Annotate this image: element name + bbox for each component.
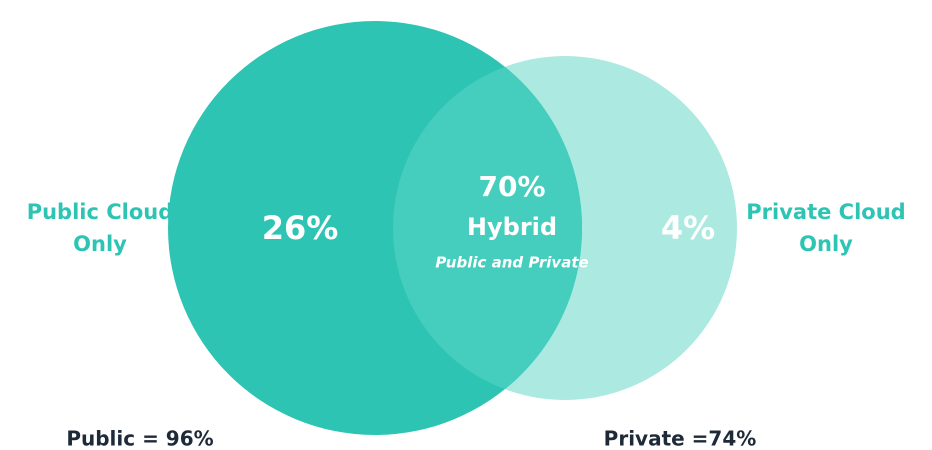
value-label: 70%	[478, 170, 545, 203]
set-label: Private Cloud	[746, 200, 905, 224]
value-label: 4%	[661, 209, 715, 247]
value-label: 26%	[262, 209, 339, 247]
set-label: Only	[73, 232, 127, 256]
overlap-label: Hybrid	[467, 213, 557, 241]
venn-shapes	[168, 21, 737, 435]
hybrid-region	[393, 66, 582, 390]
total-label: Public = 96%	[66, 427, 213, 450]
overlap-sublabel: Public and Private	[435, 254, 588, 272]
set-label: Public Cloud	[27, 200, 174, 224]
set-label: Only	[799, 232, 853, 256]
total-label: Private =74%	[604, 427, 757, 450]
